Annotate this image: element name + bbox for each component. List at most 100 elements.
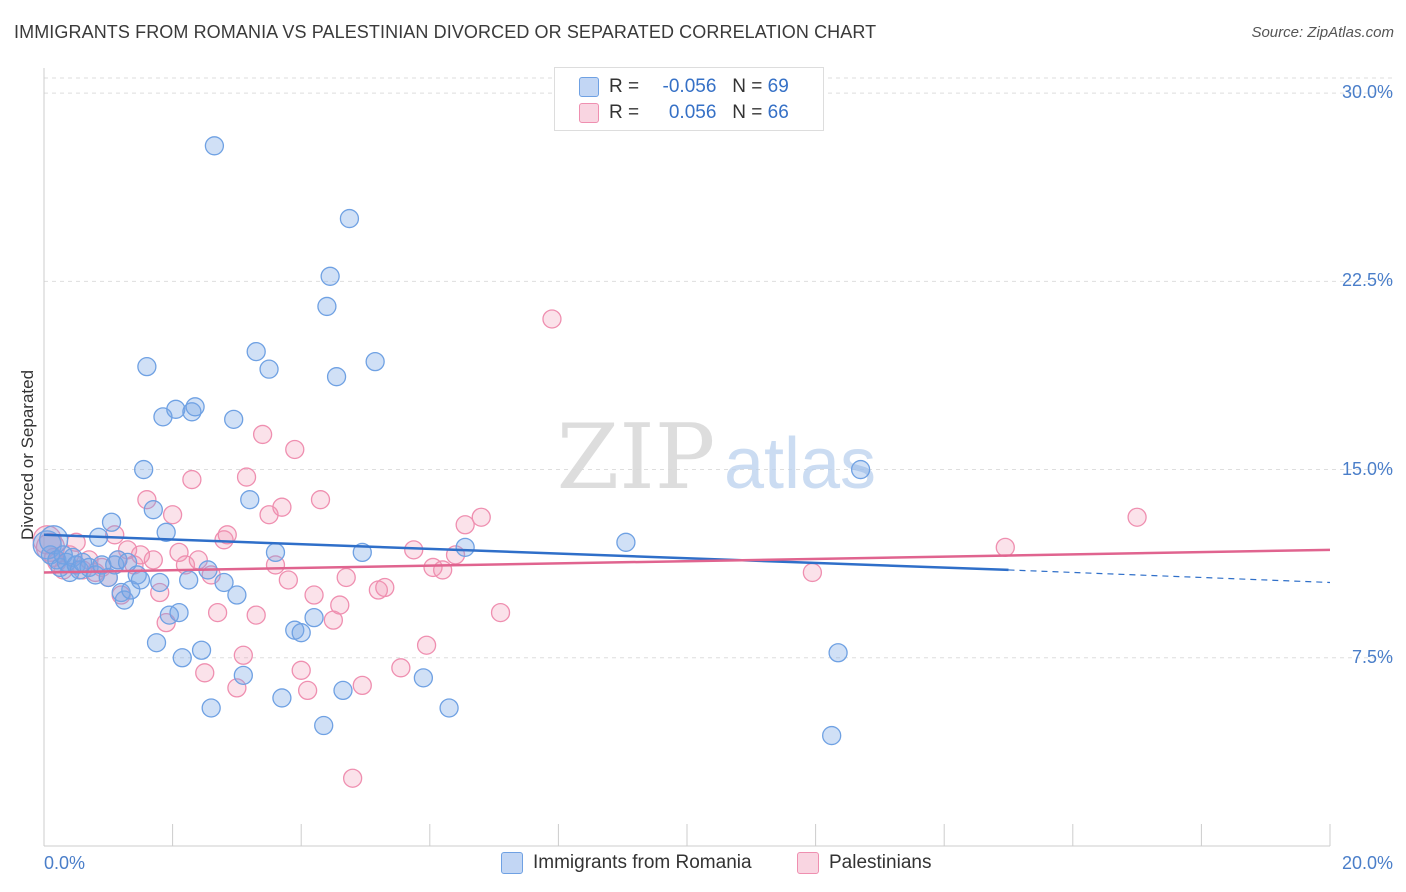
x-tick-label-max: 20.0%	[1341, 853, 1393, 873]
romania-point	[98, 567, 118, 588]
palestinians-point	[391, 658, 411, 678]
palestinians-point	[169, 542, 189, 563]
trend-line-romania	[43, 533, 1009, 572]
romania-point	[114, 590, 135, 610]
palestinians-point	[433, 560, 453, 580]
romania-point	[822, 725, 842, 746]
legend-n-label: N =	[732, 102, 763, 123]
source-credit: Source: ZipAtlas.com	[1251, 24, 1394, 41]
romania-point	[352, 542, 372, 563]
legend-row-palestinians: R = 0.056 N = 66	[579, 101, 789, 125]
palestinians-point	[471, 507, 491, 527]
palestinians-point	[297, 680, 318, 701]
palestinians-point	[143, 550, 163, 570]
legend-item-palestinians: Palestinians	[797, 852, 931, 874]
y-tick-label-0: 7.5%	[1351, 646, 1393, 667]
legend-n-value: 69	[767, 76, 789, 97]
romania-point	[214, 572, 234, 593]
romania-point	[185, 397, 205, 417]
palestinians-point	[278, 570, 298, 590]
watermark-zip: ZIP	[557, 405, 716, 510]
romania-point	[150, 572, 170, 593]
romania-point	[130, 570, 151, 590]
legend-label-palestinians: Palestinians	[829, 852, 932, 873]
palestinians-point	[455, 515, 475, 535]
romania-point	[413, 668, 434, 688]
romania-point	[201, 698, 221, 718]
legend-r-value: -0.056	[662, 76, 717, 97]
legend-label-romania: Immigrants from Romania	[533, 852, 752, 873]
series-legend: Immigrants from Romania Palestinians	[0, 852, 1406, 878]
romania-point	[169, 602, 189, 623]
legend-r-label: R =	[609, 102, 640, 123]
romania-point	[146, 633, 167, 653]
romania-point	[272, 688, 292, 708]
palestinians-point	[233, 645, 253, 665]
palestinians-point	[246, 605, 266, 625]
romania-point	[240, 490, 260, 510]
romania-point	[455, 537, 475, 557]
palestinians-point	[162, 505, 183, 525]
trend-line-romania-extension	[1008, 569, 1331, 584]
trend-lines	[43, 533, 1331, 584]
palestinians-point	[272, 497, 292, 517]
y-tick-label-2: 22.5%	[1341, 270, 1393, 291]
romania-point	[317, 296, 337, 317]
legend-swatch-blue	[501, 852, 523, 874]
romania-point	[828, 643, 848, 663]
palestinians-point	[304, 585, 324, 605]
romania-point	[326, 367, 347, 387]
romania-point	[166, 399, 186, 419]
romania-point	[204, 136, 225, 156]
palestinians-point	[227, 678, 247, 698]
romania-point	[339, 208, 360, 229]
romania-point	[320, 266, 340, 286]
romania-point	[333, 680, 353, 701]
y-tick-label-1: 15.0%	[1341, 458, 1393, 479]
palestinians-point	[252, 424, 273, 445]
legend-swatch-pink	[797, 852, 819, 874]
palestinians-point	[310, 490, 331, 510]
palestinians-point	[217, 525, 237, 545]
legend-swatch-pink	[579, 103, 599, 123]
y-axis-label: Divorced or Separated	[18, 369, 37, 541]
palestinians-point	[802, 562, 823, 583]
romania-point	[101, 512, 122, 532]
romania-point	[227, 585, 247, 605]
watermark: ZIP atlas	[557, 405, 876, 510]
legend-swatch-blue	[579, 77, 599, 97]
romania-point	[233, 665, 253, 685]
palestinians-point	[995, 537, 1015, 557]
trend-line-palestinians	[43, 548, 1331, 574]
axes	[43, 68, 1331, 847]
palestinians-point	[490, 602, 511, 623]
gridlines	[44, 77, 1392, 659]
palestinians-point	[137, 490, 157, 510]
romania-point	[439, 698, 459, 718]
palestinians-point	[207, 602, 228, 623]
romania-point	[616, 532, 636, 552]
series-palestinians-points	[32, 309, 1147, 788]
legend-r-value: 0.056	[668, 102, 717, 123]
romania-point	[134, 459, 154, 480]
palestinians-point	[1127, 507, 1147, 527]
palestinians-point	[336, 567, 356, 588]
romania-point	[259, 359, 279, 379]
palestinians-point	[105, 525, 125, 545]
legend-n-value: 66	[767, 102, 789, 123]
x-tick-label-min: 0.0%	[44, 853, 86, 873]
palestinians-point	[416, 635, 437, 655]
legend-item-romania: Immigrants from Romania	[501, 852, 752, 874]
chart-title: IMMIGRANTS FROM ROMANIA VS PALESTINIAN D…	[14, 22, 877, 42]
romania-point	[314, 715, 334, 736]
legend-r-label: R =	[609, 76, 640, 97]
palestinians-point	[375, 577, 395, 598]
watermark-atlas: atlas	[724, 424, 876, 504]
romania-point	[246, 341, 266, 362]
palestinians-point	[404, 540, 424, 560]
romania-point	[265, 542, 286, 563]
romania-point	[224, 409, 244, 430]
romania-point	[304, 607, 324, 628]
palestinians-point	[195, 663, 215, 683]
palestinians-point	[150, 582, 170, 603]
